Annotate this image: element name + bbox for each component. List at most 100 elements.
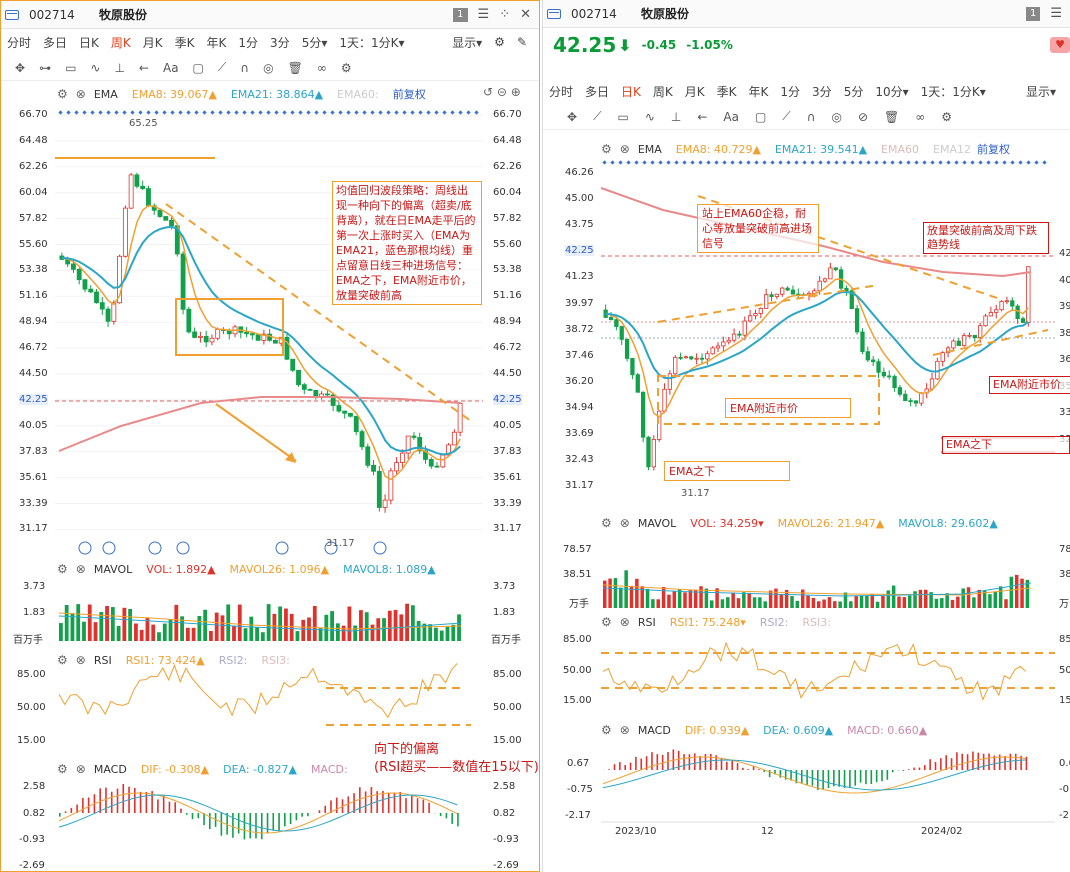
close-icon[interactable]: ⊗	[619, 516, 630, 530]
gear-icon[interactable]: ⚙	[941, 109, 953, 124]
eye-icon[interactable]: ◎	[263, 60, 274, 75]
ema-near-note-2: EMA附近市价	[989, 376, 1070, 394]
interval-dropdown[interactable]: 1天：1分K▾	[920, 84, 986, 99]
period-tab[interactable]: 周K	[110, 35, 131, 50]
signal-dot	[1034, 160, 1039, 165]
frame-tool-icon[interactable]: ▢	[192, 60, 204, 75]
settings-icon[interactable]: ⚙	[601, 615, 612, 629]
volume-bar	[902, 597, 907, 608]
period-tab[interactable]: 10分▾	[875, 84, 909, 99]
period-tab[interactable]: 1分	[238, 35, 259, 50]
macd-bar	[635, 756, 637, 770]
adjust-label[interactable]: 前复权	[976, 143, 1010, 156]
interval-dropdown[interactable]: 1天：1分K▾	[339, 35, 405, 50]
arrow-tool-icon[interactable]: ←	[697, 109, 708, 124]
settings-icon[interactable]: ⚙	[57, 653, 68, 667]
wave-tool-icon[interactable]: ∿	[644, 109, 655, 124]
vertical-tool-icon[interactable]: ⊥	[114, 60, 125, 75]
display-dropdown[interactable]: 显示▾	[1025, 84, 1056, 99]
frame-tool-icon[interactable]: ▢	[754, 109, 767, 124]
settings-icon[interactable]: ⚙	[601, 516, 612, 530]
period-tab[interactable]: 周K	[652, 84, 673, 99]
period-tab[interactable]: 5分▾	[301, 35, 328, 50]
eye-icon[interactable]: ◎	[831, 109, 842, 124]
link-icon[interactable]: ∞	[915, 109, 926, 124]
period-tab[interactable]: 月K	[142, 35, 163, 50]
close-icon[interactable]: ⊗	[619, 723, 630, 737]
undo-icon[interactable]: ↺ ⊝ ⊕	[483, 85, 521, 99]
trash-icon[interactable]: 🗑	[884, 109, 900, 124]
magnet-icon[interactable]: ∩	[806, 109, 816, 124]
ruler-icon[interactable]: ⟋	[782, 109, 791, 123]
text-tool-icon[interactable]: Aa	[723, 109, 739, 124]
period-tab[interactable]: 1分	[780, 84, 801, 99]
move-icon[interactable]: ✥	[15, 60, 26, 75]
close-icon[interactable]: ⊗	[75, 562, 86, 576]
volume-bar	[645, 588, 650, 608]
candle	[999, 301, 1004, 311]
period-tab[interactable]: 多日	[585, 84, 610, 99]
window-number-badge[interactable]: 1	[453, 7, 468, 22]
settings-icon[interactable]: ⚙	[57, 762, 68, 776]
macd-name: MACD	[93, 762, 127, 776]
period-tab[interactable]: 分时	[549, 84, 574, 99]
signal-dot	[970, 160, 975, 165]
trash-icon[interactable]: 🗑	[287, 60, 303, 75]
vertical-tool-icon[interactable]: ⊥	[670, 109, 682, 124]
move-icon[interactable]: ✥	[567, 109, 578, 124]
period-tab[interactable]: 季K	[716, 84, 737, 99]
ruler-icon[interactable]: ⟋	[217, 60, 227, 74]
period-tab[interactable]: 3分	[270, 35, 290, 50]
period-tab[interactable]: 日K	[621, 84, 641, 99]
close-icon[interactable]: ⊗	[75, 653, 86, 667]
period-tab[interactable]: 年K	[748, 84, 769, 99]
volume-bar	[64, 604, 69, 641]
close-icon[interactable]: ⊗	[75, 762, 86, 776]
grid-icon[interactable]: ⁘	[499, 7, 511, 22]
signal-dot	[410, 110, 415, 115]
period-tab[interactable]: 3分	[812, 84, 832, 99]
link-icon[interactable]: ∞	[316, 60, 327, 75]
settings-icon[interactable]: ⚙	[57, 562, 68, 576]
adjust-label[interactable]: 前复权	[392, 88, 426, 101]
candle	[307, 388, 313, 391]
period-tab[interactable]: 多日	[43, 35, 68, 50]
support-line	[657, 284, 879, 323]
period-tab[interactable]: 季K	[174, 35, 195, 50]
hide-icon[interactable]: ⊘	[857, 109, 869, 124]
close-icon[interactable]: ⊗	[75, 87, 86, 101]
period-tab[interactable]: 月K	[684, 84, 705, 99]
magnet-icon[interactable]: ∩	[240, 60, 250, 75]
list-icon[interactable]: ☰	[477, 7, 490, 22]
text-tool-icon[interactable]: Aa	[162, 60, 179, 75]
rect-tool-icon[interactable]: ▭	[65, 60, 77, 75]
pen-icon[interactable]: ✎	[516, 35, 527, 49]
favorite-heart-icon[interactable]: ♥	[1050, 37, 1070, 53]
vol-tick: 1.83	[23, 607, 46, 618]
display-dropdown[interactable]: 显示▾	[452, 35, 483, 50]
macd-bar	[289, 813, 292, 825]
price-change-pct: -1.05%	[686, 38, 733, 52]
settings-icon[interactable]: ⚙	[57, 87, 68, 101]
close-icon[interactable]: ⊗	[619, 615, 630, 629]
arrow-tool-icon[interactable]: ←	[138, 60, 149, 75]
settings-icon[interactable]: ⚙	[601, 723, 612, 737]
gear-icon[interactable]: ⚙	[340, 60, 352, 75]
period-tab[interactable]: 日K	[79, 35, 99, 50]
period-tab[interactable]: 5分	[843, 84, 864, 99]
period-tab[interactable]: 年K	[206, 35, 227, 50]
period-tab[interactable]: 分时	[7, 35, 32, 50]
wave-tool-icon[interactable]: ∿	[90, 60, 101, 75]
line-tool-icon[interactable]: ⊶	[39, 60, 52, 75]
close-icon[interactable]: ✕	[520, 7, 531, 22]
window-number-badge[interactable]: 1	[1025, 6, 1041, 21]
list-icon[interactable]: ☰	[1050, 6, 1062, 21]
settings-icon[interactable]: ⚙	[494, 35, 505, 49]
rect-tool-icon[interactable]: ▭	[617, 109, 629, 124]
close-icon[interactable]: ⊗	[619, 142, 630, 156]
signal-dot	[706, 160, 711, 165]
signal-dot	[794, 160, 799, 165]
line-tool-icon[interactable]: ⟋	[593, 109, 602, 123]
settings-icon[interactable]: ⚙	[601, 142, 612, 156]
signal-dot	[778, 160, 783, 165]
